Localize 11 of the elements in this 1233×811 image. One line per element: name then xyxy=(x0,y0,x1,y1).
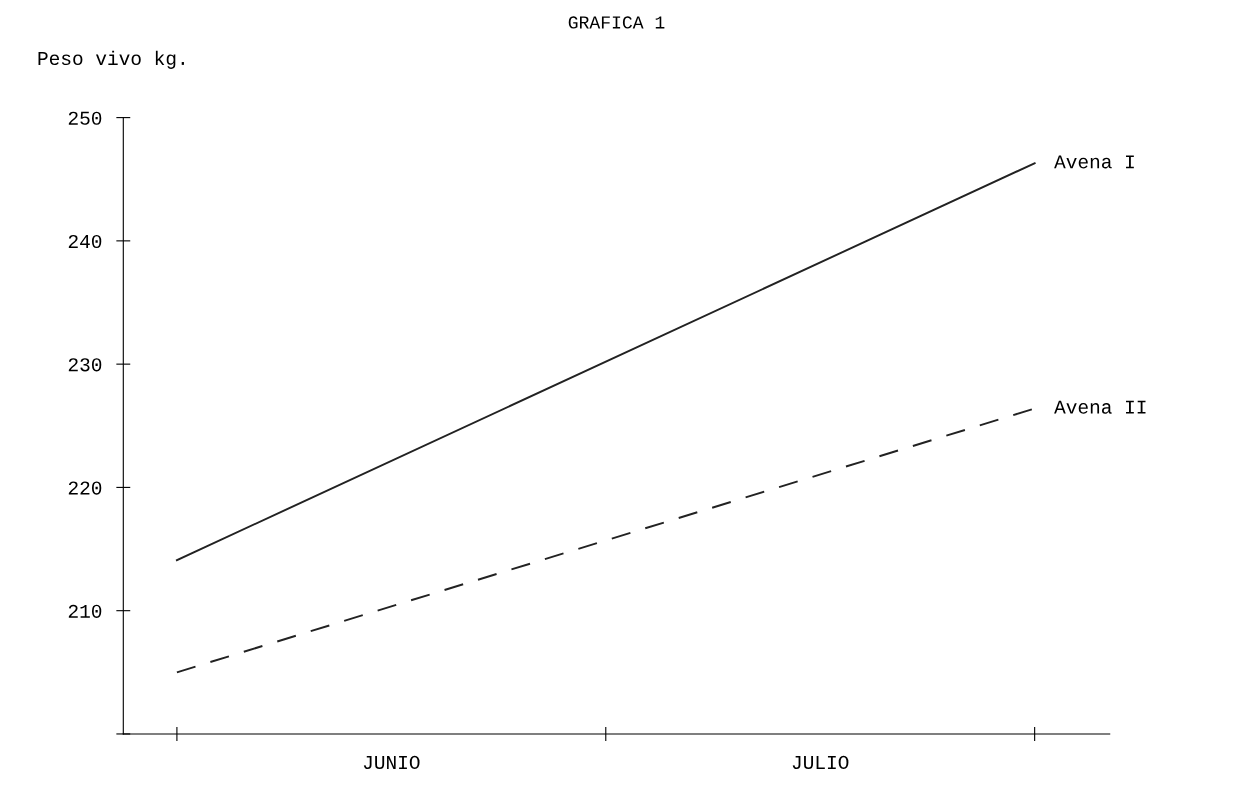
y-tick-label: 250 xyxy=(68,111,102,125)
series-label: Avena I xyxy=(1054,155,1134,169)
y-tick-label: 230 xyxy=(68,358,102,372)
y-tick-label: 240 xyxy=(68,234,102,249)
chart-title: GRAFICA 1 xyxy=(568,16,665,29)
y-tick-label: 220 xyxy=(68,481,102,495)
y-tick-label: 210 xyxy=(68,604,102,618)
x-tick-label: JULIO xyxy=(792,755,849,770)
y-axis-title: Peso vivo kg. xyxy=(38,50,184,69)
series-label: Avena II xyxy=(1054,400,1146,414)
x-tick-label: JUNIO xyxy=(363,755,420,770)
